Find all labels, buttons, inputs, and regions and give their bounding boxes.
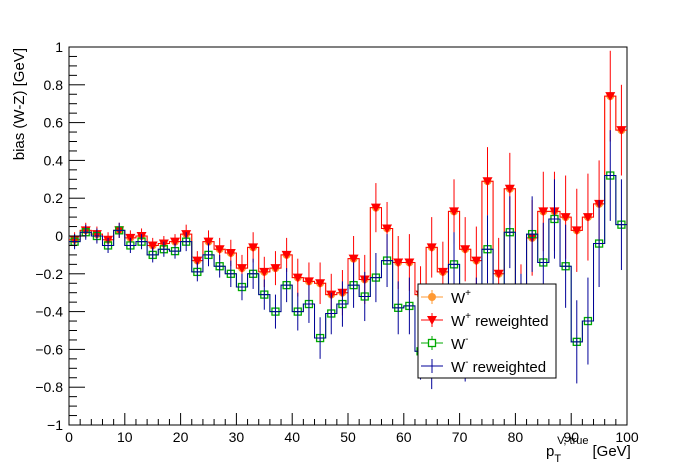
x-tick-label: 30 — [229, 429, 245, 445]
data-point — [370, 203, 381, 213]
y-tick-label: −0.8 — [35, 379, 63, 395]
data-point — [270, 264, 281, 274]
legend-label: W+ — [451, 288, 471, 307]
legend-entry: W- — [421, 334, 469, 353]
data-point — [460, 245, 471, 255]
data-point — [437, 267, 448, 277]
legend-box — [417, 283, 557, 379]
data-point — [147, 241, 158, 251]
y-tick-label: 0 — [55, 228, 63, 244]
legend-entry: W+ reweighted — [421, 311, 549, 330]
y-tick-label: 0.2 — [44, 190, 64, 206]
x-axis: 0 10 20 30 40 50 60 70 80 90 100 — [65, 413, 639, 445]
data-point — [382, 224, 393, 234]
x-axis-label-sub: T — [554, 453, 561, 465]
data-point — [315, 279, 326, 289]
data-point — [214, 245, 225, 255]
y-tick-label: 0.8 — [44, 77, 64, 93]
data-point — [538, 207, 549, 217]
data-point — [393, 258, 404, 268]
series-line — [69, 175, 627, 360]
legend-label: W- reweighted — [451, 357, 546, 376]
y-tick-label: −0.6 — [35, 341, 63, 357]
data-point — [493, 269, 504, 279]
data-point — [482, 177, 493, 187]
data-point — [426, 243, 437, 253]
legend-marker — [427, 316, 437, 325]
data-point — [348, 254, 359, 264]
x-tick-label: 60 — [396, 429, 412, 445]
y-tick-label: 1 — [55, 39, 63, 55]
data-point — [236, 264, 247, 274]
x-tick-label: 10 — [117, 429, 133, 445]
x-axis-label-main: p — [546, 443, 554, 460]
x-tick-label: 70 — [452, 429, 468, 445]
data-point — [281, 250, 292, 260]
data-point — [170, 237, 181, 247]
data-point — [404, 258, 415, 268]
data-point — [471, 256, 482, 266]
y-tick-label: −0.2 — [35, 266, 63, 282]
x-tick-label: 20 — [173, 429, 189, 445]
legend-label: W- — [451, 334, 469, 353]
data-point — [192, 256, 203, 266]
x-axis-label-unit: [GeV] — [592, 443, 630, 460]
data-point — [449, 207, 460, 217]
data-point — [560, 213, 571, 223]
y-tick-label: 0.6 — [44, 115, 64, 131]
y-tick-label: 0.4 — [44, 152, 64, 168]
x-tick-label: 100 — [615, 429, 639, 445]
legend-entry: W+ — [421, 288, 471, 307]
data-point — [259, 267, 270, 277]
y-axis-label: bias (W-Z) [GeV] — [11, 48, 28, 160]
legend-label: W+ reweighted — [451, 311, 549, 330]
data-point — [203, 237, 214, 247]
x-tick-label: 80 — [508, 429, 524, 445]
data-point — [616, 126, 627, 136]
legend-marker — [428, 293, 436, 301]
x-axis-label-sup: V, true — [557, 435, 588, 447]
data-point — [504, 184, 515, 194]
x-tick-label: 50 — [340, 429, 356, 445]
y-tick-label: −1 — [47, 417, 63, 433]
legend: W+ W+ reweighted W- W- reweighted — [417, 283, 557, 379]
y-axis: −1 −0.8 −0.6 −0.4 −0.2 0 0.2 0.4 0.6 0.8 1 — [35, 39, 85, 433]
data-point — [248, 243, 259, 253]
data-point — [303, 277, 314, 287]
data-point — [292, 273, 303, 283]
y-tick-label: −0.4 — [35, 304, 63, 320]
data-point — [225, 249, 236, 259]
data-point — [582, 213, 593, 223]
x-tick-label: 90 — [563, 429, 579, 445]
plot-area — [68, 46, 628, 426]
legend-entry: W- reweighted — [421, 357, 546, 376]
legend-marker — [427, 338, 437, 348]
data-point — [571, 226, 582, 236]
x-axis-label: pT V, true [GeV] — [546, 435, 631, 465]
x-tick-label: 40 — [284, 429, 300, 445]
x-tick-label: 0 — [65, 429, 73, 445]
data-point — [605, 92, 616, 102]
